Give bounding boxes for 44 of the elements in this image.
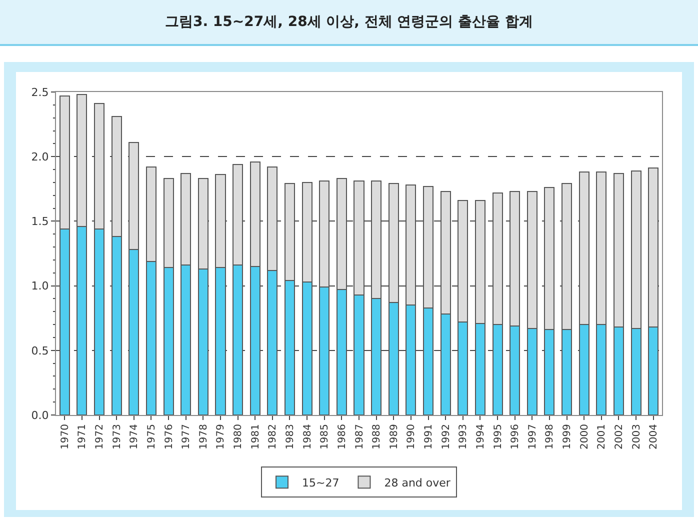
x-tick-label: 1992 — [440, 424, 452, 450]
x-tick-label: 1986 — [336, 424, 348, 450]
x-tick-label: 1993 — [458, 424, 470, 450]
x-tick-label: 1970 — [60, 424, 71, 450]
x-tick-label: 1985 — [320, 424, 331, 450]
x-tick-label: 1997 — [527, 424, 538, 450]
y-tick-label: 2.0 — [31, 150, 49, 164]
legend-label: 28 and over — [384, 476, 451, 490]
x-tick-label: 1988 — [372, 424, 383, 450]
x-tick-label: 1976 — [164, 424, 175, 450]
x-tick-label: 1984 — [302, 424, 314, 450]
x-tick-label: 1998 — [544, 424, 556, 450]
x-tick-label: 1972 — [94, 424, 106, 450]
x-tick-label: 1973 — [112, 424, 123, 450]
x-tick-label: 2002 — [614, 424, 625, 450]
y-tick-label: 0.0 — [31, 408, 49, 422]
x-tick-label: 1991 — [424, 424, 435, 450]
y-tick-label: 2.5 — [31, 86, 49, 99]
x-tick-label: 1999 — [562, 424, 574, 450]
x-tick-label: 2003 — [631, 424, 642, 450]
x-tick-label: 1990 — [406, 424, 418, 450]
x-tick-label: 2001 — [596, 424, 608, 450]
y-tick-label: 1.5 — [31, 215, 49, 228]
x-tick-label: 2004 — [648, 424, 660, 450]
x-tick-label: 1989 — [388, 424, 400, 450]
x-tick-label: 1975 — [146, 424, 158, 450]
x-tick-label: 1977 — [181, 424, 192, 450]
chart-title: 그림3. 15~27세, 28세 이상, 전체 연령군의 출산율 합계 — [0, 0, 698, 46]
x-tick-label: 2000 — [579, 424, 590, 450]
x-tick-label: 1978 — [198, 424, 210, 450]
x-tick-label: 1987 — [354, 424, 366, 450]
x-tick-label: 1982 — [268, 424, 279, 450]
x-tick-label: 1983 — [284, 424, 296, 450]
x-tick-label: 1974 — [129, 424, 140, 450]
x-tick-label: 1979 — [216, 424, 227, 450]
x-tick-label: 1981 — [250, 424, 262, 450]
x-tick-label: 1971 — [77, 424, 88, 450]
y-tick-label: 0.5 — [31, 344, 49, 358]
y-tick-label: 1.0 — [31, 280, 49, 293]
x-tick-label: 1995 — [492, 424, 504, 450]
x-tick-label: 1980 — [233, 424, 244, 450]
x-tick-label: 1994 — [475, 424, 486, 450]
x-tick-label: 1996 — [510, 424, 522, 450]
legend-label: 15~27 — [302, 476, 340, 490]
